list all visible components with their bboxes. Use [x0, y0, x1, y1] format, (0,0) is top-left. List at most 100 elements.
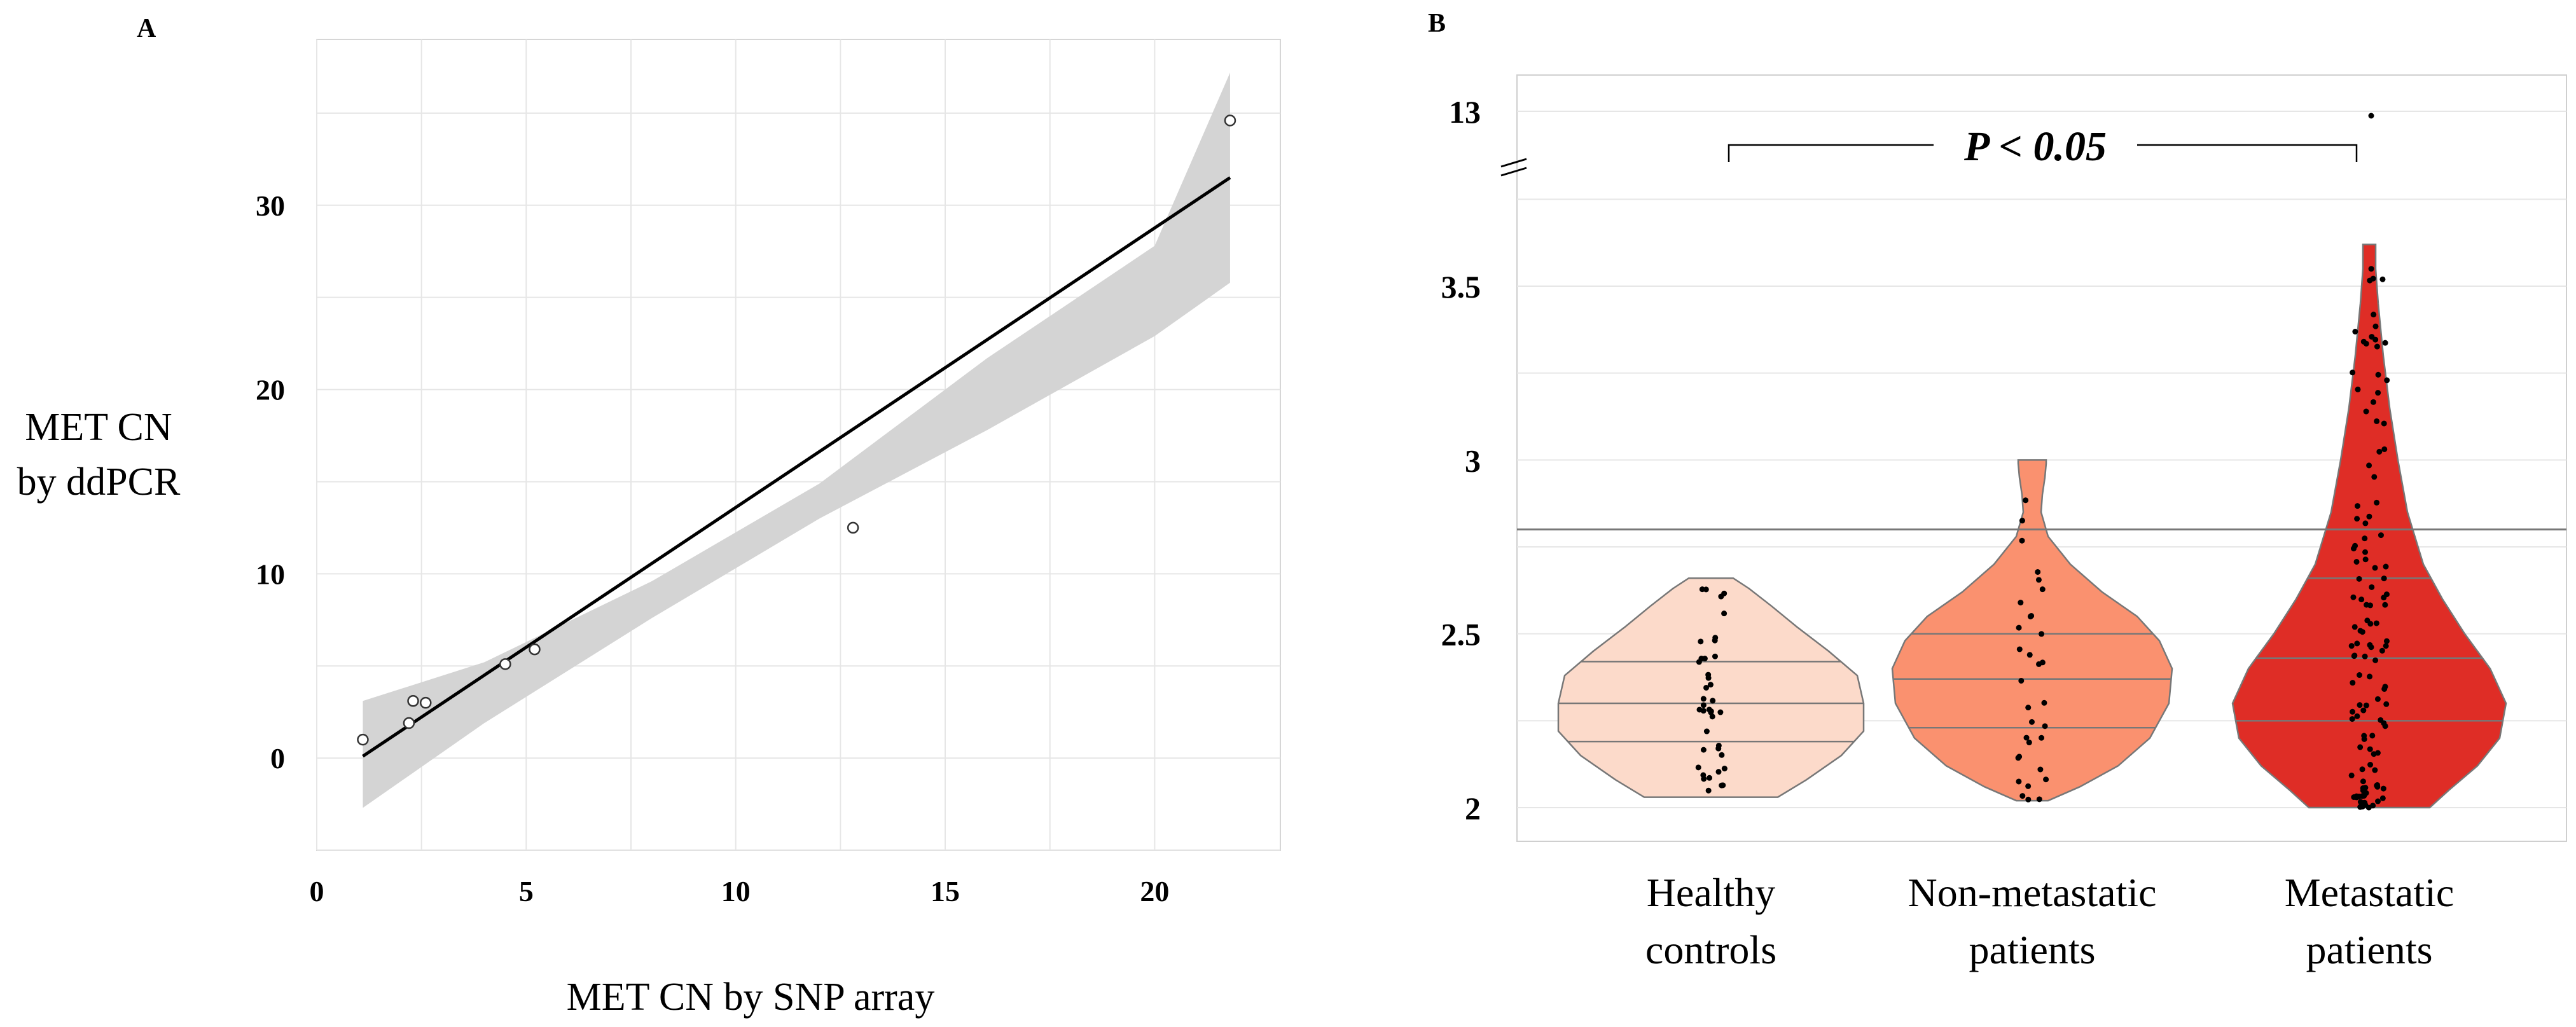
jitter-point [2375, 390, 2381, 396]
y-tick-label: 2.5 [1441, 617, 1481, 652]
jitter-point [2357, 744, 2364, 750]
jitter-point [2041, 700, 2047, 706]
y-tick-label: 2 [1465, 790, 1481, 826]
jitter-point [2037, 766, 2044, 773]
x-axis-title-a: MET CN by SNP array [567, 975, 935, 1019]
jitter-point [2018, 677, 2025, 684]
data-point [499, 658, 511, 670]
jitter-point [2372, 565, 2378, 571]
jitter-point [2384, 377, 2390, 383]
jitter-point [2026, 652, 2033, 658]
jitter-point [2351, 652, 2358, 659]
jitter-point [2371, 751, 2377, 757]
jitter-point [1721, 766, 1728, 772]
jitter-point [2353, 794, 2360, 801]
jitter-point [2356, 576, 2362, 582]
p-value-annotation: P < 0.05 [1963, 123, 2107, 170]
jitter-point [2362, 520, 2369, 527]
scatter-panel: 0 5 10 15 20 0 10 20 30 MET CN by SNP array MET… [17, 39, 1281, 1019]
jitter-point [2379, 276, 2386, 282]
jitter-point [2035, 577, 2042, 583]
jitter-point [2039, 586, 2046, 593]
jitter-point [2374, 418, 2380, 424]
jitter-point [2367, 762, 2374, 768]
jitter-point [2018, 600, 2024, 606]
jitter-point [1700, 772, 1707, 778]
jitter-point [2036, 661, 2042, 667]
jitter-point [2363, 408, 2369, 415]
jitter-point [2363, 702, 2369, 708]
jitter-point [2357, 799, 2364, 805]
jitter-point [2371, 474, 2378, 480]
y-tick-label: 3.5 [1441, 269, 1481, 305]
y-tick-labels-a: 0 10 20 30 [256, 190, 285, 775]
jitter-point [2026, 740, 2032, 746]
jitter-point [2372, 657, 2379, 663]
jitter-point [2374, 499, 2380, 506]
jitter-point [2370, 399, 2376, 405]
jitter-point [1718, 593, 1724, 600]
jitter-point [1705, 672, 1712, 678]
jitter-point [2375, 371, 2381, 378]
jitter-point [2348, 772, 2355, 778]
jitter-point [2372, 323, 2379, 329]
jitter-point [2382, 723, 2388, 729]
jitter-point [2383, 701, 2390, 707]
jitter-point [2361, 733, 2367, 739]
jitter-point [2023, 734, 2030, 741]
jitter-point [2366, 513, 2372, 520]
y-tick-label: 0 [270, 742, 285, 775]
jitter-point [2380, 785, 2386, 792]
data-point [529, 643, 541, 656]
jitter-point [2381, 420, 2387, 427]
jitter-point [2350, 708, 2356, 715]
jitter-point [2043, 776, 2049, 783]
y-axis-title-line2: by ddPCR [17, 460, 181, 504]
jitter-point [2359, 766, 2365, 773]
jitter-point [2028, 612, 2035, 619]
jitter-point [2016, 778, 2022, 785]
x-tick-label: 10 [721, 875, 751, 907]
jitter-point [2015, 755, 2021, 761]
jitter-point [2383, 638, 2390, 644]
jitter-point [2367, 602, 2374, 609]
jitter-point [2035, 569, 2041, 575]
category-label: patients [1969, 927, 2095, 972]
violins [1557, 244, 2507, 809]
significance-bracket [1728, 144, 2358, 162]
category-label: Metastatic [2285, 870, 2455, 915]
x-tick-label: 15 [931, 875, 960, 907]
x-tick-label: 20 [1140, 875, 1169, 907]
jitter-point [2042, 723, 2048, 729]
jitter-point [2355, 386, 2361, 392]
data-point [403, 717, 415, 729]
jitter-point [2374, 782, 2380, 789]
jitter-point [2362, 653, 2368, 659]
jitter-point [2382, 340, 2388, 346]
jitter-point [2354, 713, 2360, 719]
jitter-point [2354, 503, 2360, 509]
jitter-point [2351, 624, 2358, 630]
jitter-point [2016, 646, 2023, 652]
outlier-point [2368, 113, 2374, 119]
category-label: patients [2306, 927, 2432, 972]
jitter-point [2374, 343, 2380, 350]
jitter-point [2367, 673, 2373, 680]
jitter-point [2383, 643, 2389, 649]
jitter-point [1717, 709, 1724, 715]
violin [1557, 577, 1865, 798]
jitter-point [2381, 686, 2388, 692]
jitter-point [2362, 549, 2369, 555]
jitter-point [2383, 591, 2390, 598]
jitter-point [2354, 516, 2360, 522]
jitter-point [1701, 656, 1708, 662]
jitter-point [2375, 798, 2381, 804]
jitter-point [1707, 775, 1713, 781]
jitter-point [2367, 642, 2373, 648]
y-tick-label: 13 [1449, 94, 1481, 130]
jitter-point [2019, 793, 2026, 799]
y-tick-label: 3 [1465, 443, 1481, 478]
jitter-point [2349, 716, 2355, 722]
jitter-point [2359, 629, 2365, 635]
